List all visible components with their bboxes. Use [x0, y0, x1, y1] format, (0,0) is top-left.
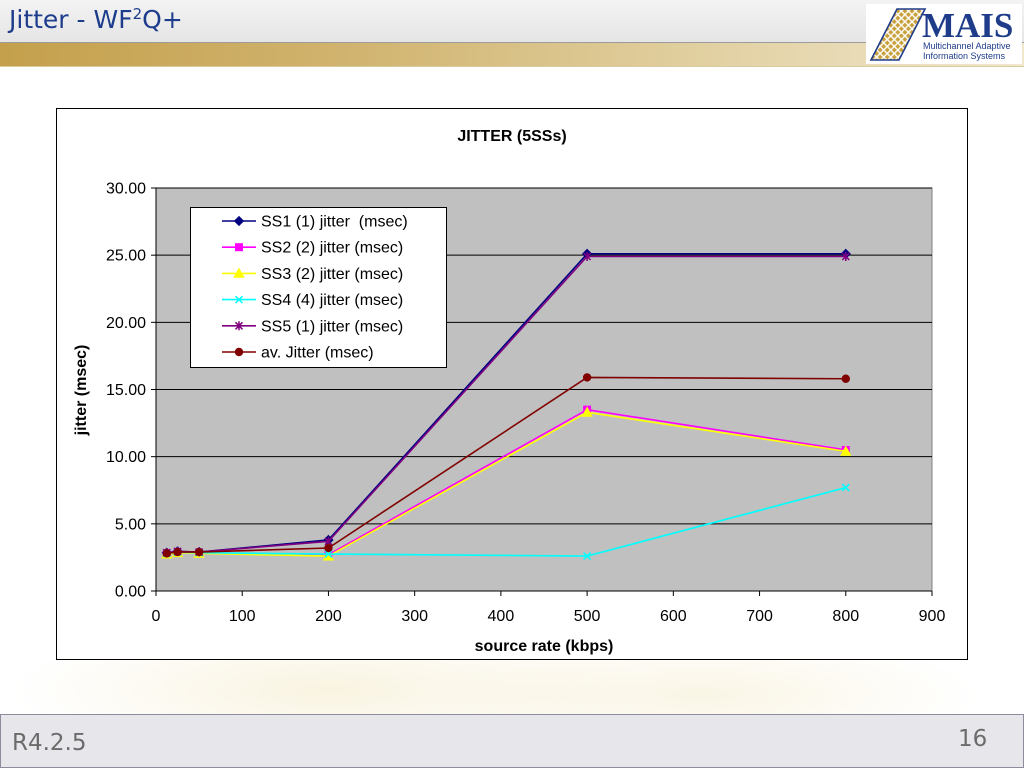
- series-4-point: [324, 550, 333, 559]
- x-tick-label: 0: [152, 608, 161, 625]
- logo-wordmark: MAIS: [922, 6, 1013, 45]
- series-6-point: [841, 374, 850, 383]
- y-tick-label: 20.00: [106, 315, 146, 332]
- slide-title-end: Q+: [142, 5, 183, 34]
- data-series: [161, 248, 852, 561]
- legend-label: SS1 (1) jitter (msec): [261, 214, 408, 231]
- series-4-point: [583, 552, 592, 561]
- x-tick-label: 800: [832, 608, 859, 625]
- legend-label: SS2 (2) jitter (msec): [261, 240, 403, 257]
- legend-label: SS5 (1) jitter (msec): [261, 318, 403, 335]
- slide-title-superscript: 2: [132, 5, 143, 23]
- series-6-point: [194, 547, 204, 557]
- x-tick-label: 100: [229, 608, 256, 625]
- legend-swatch-marker: [234, 243, 243, 252]
- footer-section-label: R4.2.5: [12, 730, 87, 756]
- header-accent-bar: [0, 43, 1024, 67]
- x-axis-label: source rate (kbps): [475, 638, 614, 655]
- chart-container: JITTER (5SSs) 0.00 5.00 10.00 15.00 20.00 25.…: [56, 108, 968, 660]
- series-4-point: [841, 483, 850, 492]
- legend-swatch-marker: [234, 347, 244, 357]
- legend-swatch-marker: [233, 267, 245, 278]
- mais-logo: MAIS Multichannel Adaptive Information S…: [866, 4, 1022, 64]
- series-6-point: [162, 549, 171, 558]
- x-tick-label: 700: [746, 608, 773, 625]
- legend-swatch-marker: [233, 215, 245, 227]
- legend-label: SS3 (2) jitter (msec): [261, 266, 403, 283]
- x-tick-label: 400: [488, 608, 515, 625]
- axes: 0.00 5.00 10.00 15.00 20.00 25.00 30.00 0 100 200…: [106, 181, 945, 626]
- y-tick-label: 5.00: [115, 516, 146, 533]
- y-tick-label: 30.00: [106, 181, 146, 198]
- y-axis-label: jitter (msec): [73, 345, 90, 437]
- y-tick-label: 10.00: [106, 449, 146, 466]
- legend-label: av. Jitter (msec): [261, 345, 374, 362]
- legend-swatch-marker: [234, 295, 244, 304]
- series-5-point: [583, 252, 592, 262]
- series-6-point: [582, 373, 592, 382]
- x-tick-label: 900: [919, 608, 946, 625]
- series-6-point: [173, 547, 182, 557]
- series-5-point: [841, 252, 850, 262]
- x-tick-label: 500: [574, 608, 601, 625]
- logo-emblem-icon: [869, 8, 927, 61]
- y-tick-label: 15.00: [106, 382, 146, 399]
- slide-title: Jitter - WF2Q+: [9, 3, 183, 37]
- series-3-point: [840, 445, 852, 456]
- slide-number: 16: [958, 726, 988, 752]
- mais-logo-graphic: MAIS Multichannel Adaptive Information S…: [869, 6, 1013, 61]
- slide-title-main: Jitter - WF: [9, 5, 133, 34]
- legend-swatch-marker: [234, 321, 244, 331]
- slide-footer: R4.2.5 16: [0, 714, 1024, 768]
- slide-header: Jitter - WF2Q+: [0, 0, 1024, 43]
- y-tick-label: 25.00: [106, 248, 146, 265]
- legend-box: [190, 207, 447, 368]
- jitter-chart: JITTER (5SSs) 0.00 5.00 10.00 15.00 20.00 25.…: [56, 108, 968, 660]
- x-tick-label: 300: [401, 608, 428, 625]
- chart-title: JITTER (5SSs): [457, 128, 566, 145]
- legend-label: SS4 (4) jitter (msec): [261, 292, 403, 309]
- chart-legend: SS1 (1) jitter (msec) SS2 (2) jitter (mse…: [190, 207, 447, 368]
- x-tick-label: 600: [660, 608, 687, 625]
- logo-tagline-line-2: Information Systems: [923, 51, 1006, 61]
- series-3-point: [581, 406, 593, 417]
- y-tick-label: 0.00: [115, 584, 146, 601]
- x-tick-label: 200: [315, 608, 342, 625]
- series-6-point: [324, 543, 333, 553]
- logo-tagline-line-1: Multichannel Adaptive: [923, 41, 1011, 51]
